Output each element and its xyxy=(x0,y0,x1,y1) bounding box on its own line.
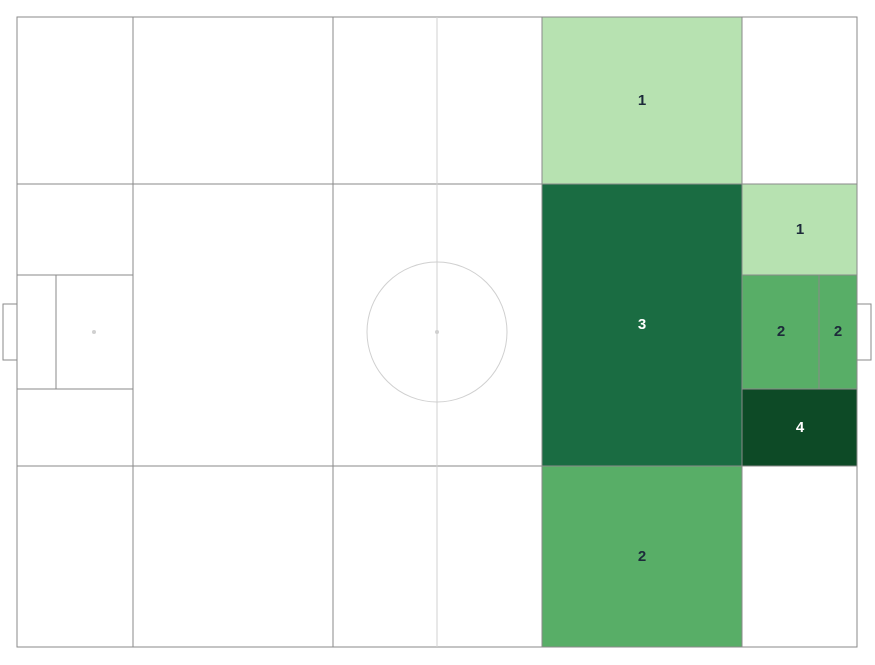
centre-circle xyxy=(366,261,508,403)
zone-value-label: 2 xyxy=(834,323,842,340)
zone-value-label: 3 xyxy=(638,316,646,333)
zone-penalty-area-bottom-channel xyxy=(742,389,857,466)
right-goal xyxy=(856,303,872,361)
zone-right-half-wide-top xyxy=(542,17,742,184)
zone-value-label: 1 xyxy=(638,92,646,109)
zone-penalty-area-centre xyxy=(742,275,819,389)
zone-right-half-wide-bottom xyxy=(542,466,742,647)
zone-value-label: 1 xyxy=(796,221,804,238)
heat-zones xyxy=(542,17,857,647)
zone-six-yard-box xyxy=(819,275,857,389)
zone-value-label: 2 xyxy=(638,548,646,565)
left-penalty-spot xyxy=(92,330,96,334)
zone-right-half-central xyxy=(542,184,742,466)
zone-labels: 1 3 2 1 2 2 4 xyxy=(638,92,842,565)
zone-value-label: 2 xyxy=(777,323,785,340)
centre-spot xyxy=(435,330,439,334)
left-goal xyxy=(2,303,18,361)
zone-penalty-area-top-channel xyxy=(742,184,857,275)
zone-value-label: 4 xyxy=(796,419,805,436)
